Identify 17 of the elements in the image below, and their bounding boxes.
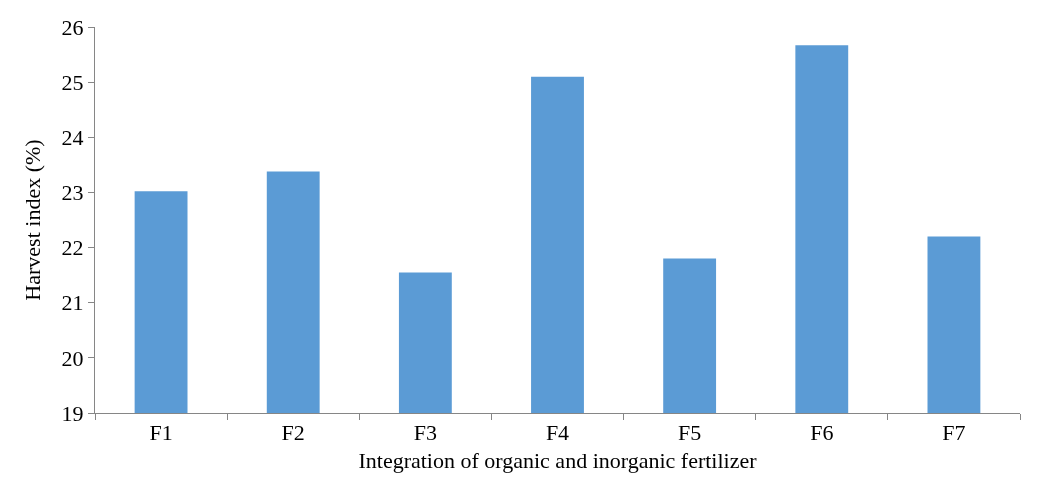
- x-tick-label: F7: [942, 420, 966, 446]
- x-axis-title: Integration of organic and inorganic fertilizer: [358, 448, 758, 474]
- y-tick-label: 23: [61, 180, 84, 206]
- y-tick-label: 22: [61, 235, 84, 261]
- y-axis-title: Harvest index (%): [20, 139, 46, 301]
- x-tick-label: F3: [413, 420, 437, 446]
- y-tick-label: 19: [61, 400, 84, 426]
- x-tick-label: F4: [545, 420, 570, 446]
- y-tick-label: 20: [61, 345, 84, 371]
- x-tick-label: F6: [810, 420, 834, 446]
- y-tick-label: 24: [61, 124, 84, 150]
- x-tick-label: F1: [149, 420, 173, 446]
- x-tick-label: F2: [281, 420, 305, 446]
- y-tick-label: 25: [61, 69, 84, 95]
- x-tick-label: F5: [678, 420, 702, 446]
- y-tick-label: 26: [61, 14, 84, 40]
- y-tick-label: 21: [61, 290, 84, 316]
